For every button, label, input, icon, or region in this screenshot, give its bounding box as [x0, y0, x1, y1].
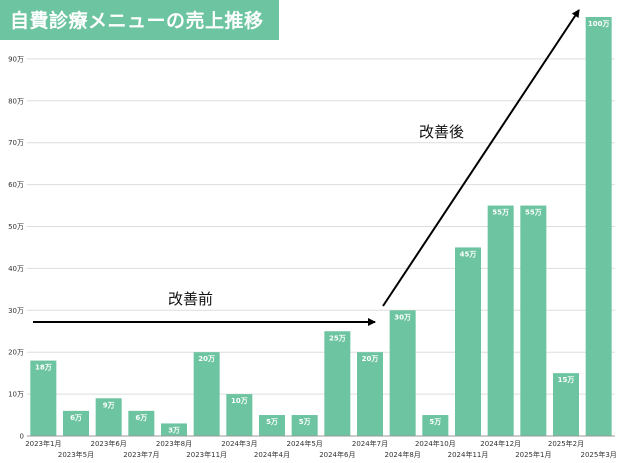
data-label: 30万	[394, 313, 411, 321]
x-tick-label: 2023年6月	[91, 439, 127, 448]
y-tick-label: 0	[20, 433, 24, 441]
bar	[585, 17, 612, 436]
bar	[455, 247, 481, 436]
bar	[226, 394, 253, 436]
bar	[291, 415, 318, 436]
bar	[422, 415, 449, 436]
x-tick-label: 2024年8月	[385, 450, 421, 459]
after-arrow	[382, 9, 580, 307]
x-tick-label: 2024年10月	[415, 439, 456, 448]
bar	[259, 415, 285, 436]
x-tick-label: 2024年6月	[319, 450, 355, 459]
y-tick-label: 60万	[8, 181, 24, 189]
data-label: 9万	[103, 401, 115, 409]
x-tick-label: 2024年3月	[221, 439, 257, 448]
x-tick-label: 2025年3月	[581, 450, 617, 459]
data-label: 5万	[299, 418, 311, 426]
y-tick-label: 30万	[8, 307, 24, 315]
x-tick-label: 2024年4月	[254, 450, 290, 459]
x-tick-label: 2023年5月	[58, 450, 94, 459]
bar	[193, 352, 220, 436]
data-label: 6万	[135, 414, 147, 422]
x-tick-label: 2024年5月	[287, 439, 323, 448]
x-tick-label: 2024年12月	[480, 439, 521, 448]
data-label: 45万	[460, 250, 477, 258]
y-tick-label: 80万	[8, 97, 24, 105]
data-label: 10万	[231, 397, 248, 405]
y-tick-label: 10万	[8, 391, 24, 399]
data-label: 55万	[492, 209, 509, 217]
y-tick-label: 70万	[8, 139, 24, 147]
before-annotation: 改善前	[168, 290, 213, 308]
bar	[128, 410, 155, 436]
x-tick-label: 2023年7月	[123, 450, 159, 459]
x-tick-label: 2023年11月	[186, 450, 227, 459]
data-label: 25万	[329, 334, 346, 342]
x-tick-label: 2023年8月	[156, 439, 192, 448]
x-tick-label: 2025年2月	[548, 439, 584, 448]
data-label: 5万	[429, 418, 441, 426]
data-label: 15万	[558, 376, 575, 384]
x-tick-label: 2024年7月	[352, 439, 388, 448]
bar	[95, 398, 122, 436]
data-label: 3万	[168, 426, 180, 434]
bar	[553, 373, 579, 436]
data-label: 18万	[35, 364, 52, 372]
bar	[30, 360, 57, 436]
bar	[161, 423, 187, 436]
x-tick-label: 2024年11月	[448, 450, 489, 459]
bar	[520, 205, 547, 436]
bar	[63, 410, 89, 436]
data-label: 5万	[266, 418, 278, 426]
bar	[389, 310, 416, 436]
data-label: 6万	[70, 414, 82, 422]
y-tick-label: 20万	[8, 349, 24, 357]
y-tick-label: 40万	[8, 265, 24, 273]
y-tick-label: 90万	[8, 55, 24, 63]
chart-title: 自費診療メニューの売上推移	[10, 10, 264, 32]
after-annotation: 改善後	[419, 123, 464, 141]
bar	[487, 205, 514, 436]
data-label: 55万	[525, 209, 542, 217]
x-tick-label: 2025年1月	[515, 450, 551, 459]
data-label: 20万	[362, 355, 379, 363]
y-tick-label: 50万	[8, 223, 24, 231]
x-tick-label: 2023年1月	[25, 439, 61, 448]
data-label: 20万	[198, 355, 215, 363]
bar	[357, 352, 383, 436]
data-label: 100万	[588, 20, 610, 28]
title-band: 自費診療メニューの売上推移	[0, 0, 279, 40]
bar	[324, 331, 351, 436]
